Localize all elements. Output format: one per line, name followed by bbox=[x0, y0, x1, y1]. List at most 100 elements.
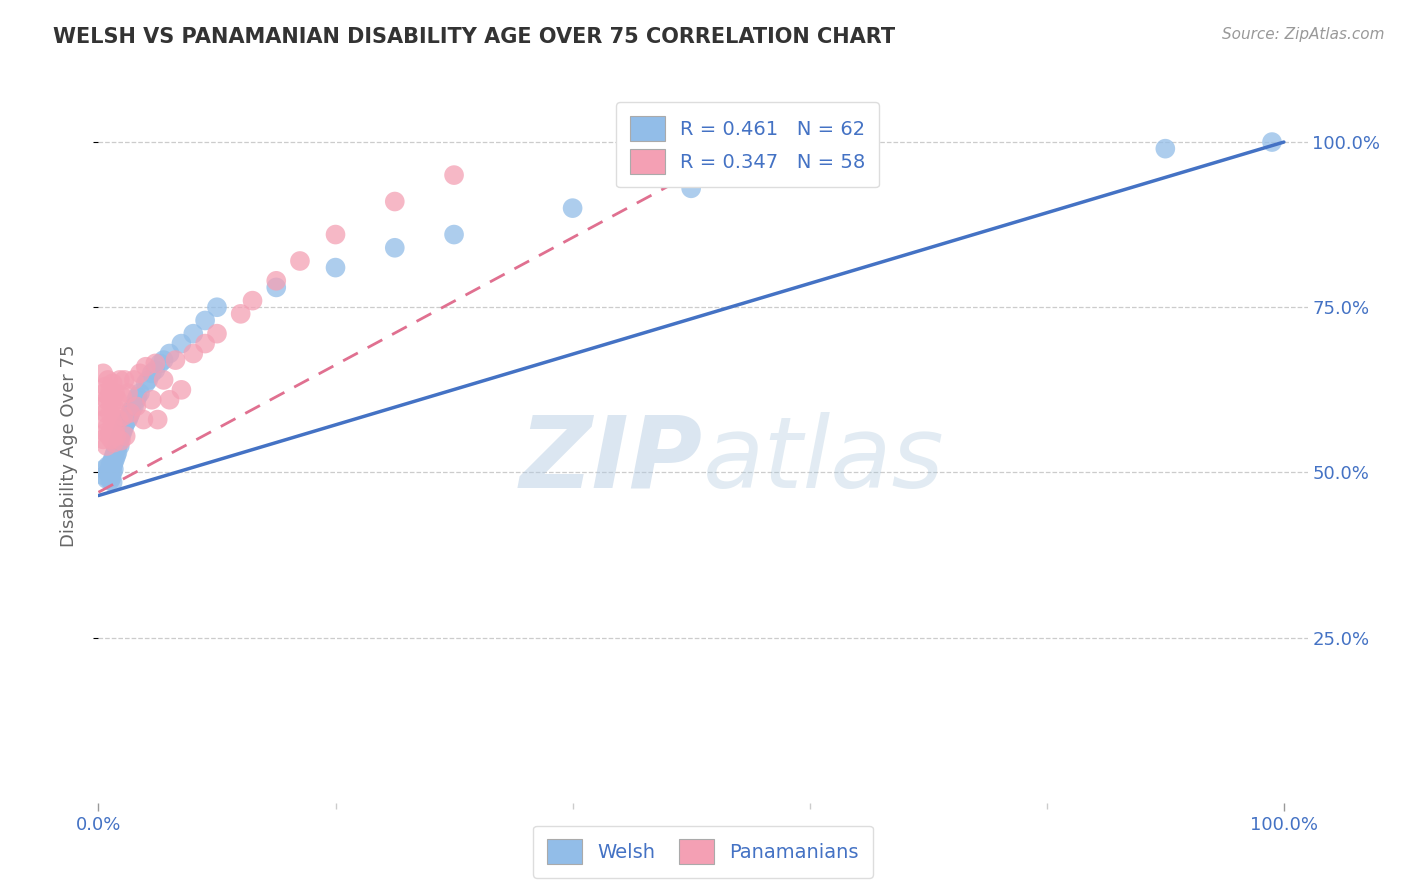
Point bbox=[101, 452, 124, 467]
Point bbox=[105, 429, 128, 443]
Point bbox=[120, 406, 142, 420]
Point bbox=[129, 367, 152, 381]
Text: Source: ZipAtlas.com: Source: ZipAtlas.com bbox=[1222, 27, 1385, 42]
Point bbox=[122, 400, 145, 414]
Point bbox=[111, 389, 134, 403]
Point bbox=[141, 392, 163, 407]
Point bbox=[91, 367, 114, 381]
Point bbox=[120, 406, 142, 420]
Point bbox=[159, 346, 181, 360]
Point bbox=[121, 402, 143, 417]
Point bbox=[114, 373, 136, 387]
Point bbox=[91, 400, 114, 414]
Point bbox=[181, 346, 204, 360]
Point bbox=[125, 400, 148, 414]
Point bbox=[101, 416, 124, 430]
Point bbox=[98, 406, 121, 420]
Point bbox=[325, 227, 347, 242]
Point bbox=[143, 363, 166, 377]
Point bbox=[118, 409, 141, 424]
Point bbox=[1261, 135, 1284, 149]
Point bbox=[117, 386, 139, 401]
Point bbox=[93, 386, 115, 401]
Point bbox=[96, 472, 118, 486]
Point bbox=[561, 201, 583, 215]
Point bbox=[98, 389, 121, 403]
Point bbox=[94, 379, 117, 393]
Point bbox=[97, 373, 120, 387]
Point bbox=[122, 373, 145, 387]
Point bbox=[384, 194, 406, 209]
Point bbox=[93, 468, 115, 483]
Point bbox=[443, 227, 465, 242]
Point bbox=[108, 439, 131, 453]
Point bbox=[98, 474, 121, 488]
Point bbox=[112, 409, 135, 424]
Point bbox=[143, 356, 166, 370]
Point bbox=[98, 429, 121, 443]
Point bbox=[110, 434, 132, 448]
Point bbox=[159, 392, 181, 407]
Point bbox=[205, 300, 228, 314]
Point bbox=[384, 241, 406, 255]
Point bbox=[107, 435, 129, 450]
Point bbox=[100, 460, 122, 475]
Point bbox=[105, 449, 128, 463]
Point bbox=[105, 392, 128, 407]
Point bbox=[100, 471, 122, 485]
Point bbox=[146, 412, 169, 426]
Point bbox=[681, 181, 703, 195]
Point bbox=[129, 386, 152, 401]
Point bbox=[110, 429, 132, 443]
Point bbox=[93, 412, 115, 426]
Text: atlas: atlas bbox=[703, 412, 945, 508]
Point bbox=[1154, 142, 1177, 156]
Point bbox=[101, 376, 124, 391]
Point bbox=[93, 462, 115, 476]
Point bbox=[135, 376, 157, 391]
Point bbox=[96, 392, 118, 407]
Text: ZIP: ZIP bbox=[520, 412, 703, 508]
Point bbox=[170, 336, 193, 351]
Point bbox=[288, 254, 311, 268]
Point bbox=[112, 422, 135, 436]
Point bbox=[105, 442, 128, 457]
Point bbox=[152, 373, 174, 387]
Point bbox=[98, 467, 121, 481]
Point bbox=[103, 449, 125, 463]
Point bbox=[141, 367, 163, 381]
Point bbox=[98, 458, 121, 473]
Point bbox=[117, 412, 139, 426]
Point bbox=[103, 435, 125, 450]
Point bbox=[100, 456, 122, 470]
Point bbox=[97, 419, 120, 434]
Point bbox=[152, 353, 174, 368]
Point bbox=[104, 445, 127, 459]
Point bbox=[105, 439, 128, 453]
Text: WELSH VS PANAMANIAN DISABILITY AGE OVER 75 CORRELATION CHART: WELSH VS PANAMANIAN DISABILITY AGE OVER … bbox=[53, 27, 896, 46]
Point bbox=[108, 433, 131, 447]
Point bbox=[91, 433, 114, 447]
Point bbox=[98, 464, 121, 478]
Point bbox=[98, 425, 121, 440]
Point bbox=[170, 383, 193, 397]
Point bbox=[104, 452, 127, 467]
Point bbox=[114, 419, 136, 434]
Point bbox=[114, 416, 136, 430]
Point bbox=[127, 389, 149, 403]
Point bbox=[264, 274, 287, 288]
Point bbox=[443, 168, 465, 182]
Point bbox=[98, 462, 121, 476]
Legend: R = 0.461   N = 62, R = 0.347   N = 58: R = 0.461 N = 62, R = 0.347 N = 58 bbox=[616, 103, 879, 187]
Point bbox=[104, 386, 127, 401]
Point bbox=[98, 468, 121, 483]
Point bbox=[132, 412, 155, 426]
Point bbox=[108, 373, 131, 387]
Point bbox=[114, 429, 136, 443]
Point bbox=[100, 433, 122, 447]
Point bbox=[94, 406, 117, 420]
Point bbox=[325, 260, 347, 275]
Point bbox=[136, 373, 159, 387]
Point bbox=[111, 425, 134, 440]
Point bbox=[105, 445, 128, 459]
